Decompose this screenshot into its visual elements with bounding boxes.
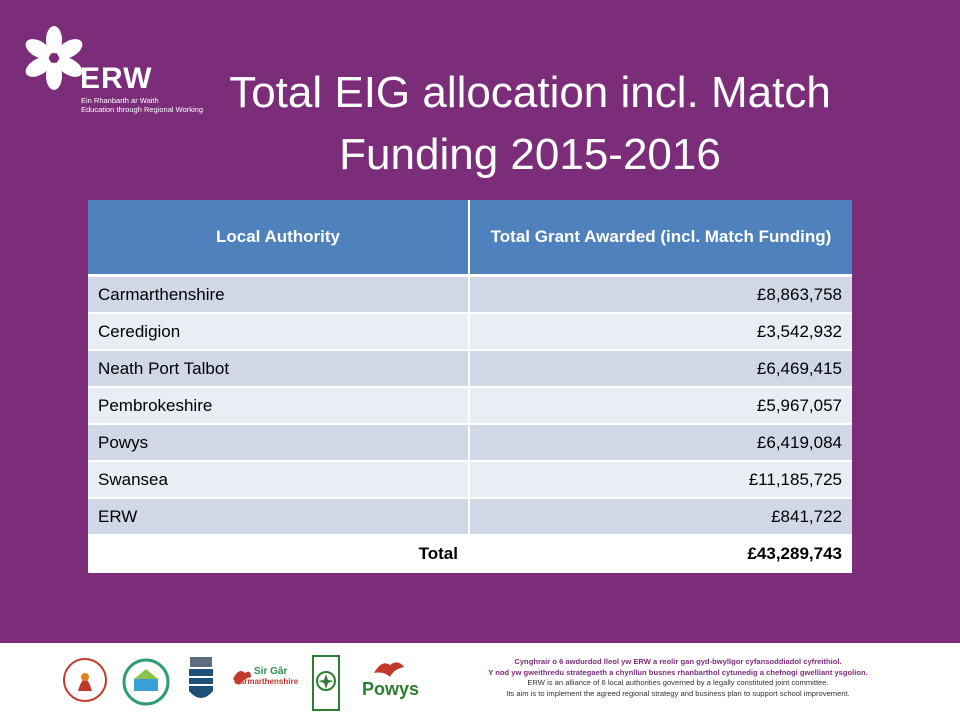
authority-cell: Swansea — [88, 461, 470, 499]
table-row: Neath Port Talbot £6,469,415 — [88, 350, 852, 388]
authority-cell: Powys — [88, 424, 470, 462]
erw-logo: ERW Ein Rhanbarth ar Waith Education thr… — [22, 24, 203, 119]
amount-cell: £8,863,758 — [469, 275, 852, 314]
pembrokeshire-crest-icon — [189, 657, 213, 698]
column-header-authority: Local Authority — [88, 200, 470, 277]
powys-dragon-icon — [374, 662, 404, 677]
amount-cell: £11,185,725 — [469, 461, 852, 499]
neath-port-talbot-crest-icon — [122, 658, 170, 706]
page-title: Total EIG allocation incl. Match Funding… — [229, 68, 831, 179]
amount-cell: £6,419,084 — [469, 424, 852, 462]
logo-brand: ERW — [80, 62, 153, 95]
authority-cell: Neath Port Talbot — [88, 350, 470, 388]
ceredigion-crest-icon — [312, 655, 340, 711]
carmarthenshire-label: Carmarthenshire — [234, 677, 299, 686]
footer-text-en-1: ERW is an alliance of 6 local authoritie… — [527, 678, 829, 687]
flower-icon — [25, 26, 83, 90]
amount-cell: £841,722 — [469, 498, 852, 536]
swansea-crest-icon — [63, 658, 107, 702]
carmarthenshire-dragon-icon — [233, 671, 251, 685]
amount-cell: £5,967,057 — [469, 387, 852, 425]
table-row: Swansea £11,185,725 — [88, 461, 852, 499]
footer-statement: Cynghrair o 6 awdurdod lleol yw ERW a re… — [472, 657, 884, 699]
total-row: Total £43,289,743 — [88, 535, 852, 573]
table-row: Carmarthenshire £8,863,758 — [88, 275, 852, 314]
allocation-table: Local Authority Total Grant Awarded (inc… — [88, 200, 852, 573]
table-row: Pembrokeshire £5,967,057 — [88, 387, 852, 425]
authority-cell: Pembrokeshire — [88, 387, 470, 425]
sir-gar-label: Sir Gâr — [254, 666, 288, 677]
total-label: Total — [88, 535, 470, 573]
footer-text-cy-2: Y nod yw gweithredu strategaeth a chynll… — [488, 667, 868, 677]
table-row: ERW £841,722 — [88, 498, 852, 536]
amount-cell: £6,469,415 — [469, 350, 852, 388]
authority-cell: Carmarthenshire — [88, 275, 470, 314]
authority-cell: Ceredigion — [88, 313, 470, 351]
amount-cell: £3,542,932 — [469, 313, 852, 351]
table-header-row: Local Authority Total Grant Awarded (inc… — [88, 200, 852, 277]
footer-text-en-2: Its aim is to implement the agreed regio… — [506, 688, 850, 698]
logo-subtitle-en: Education through Regional Working — [81, 105, 204, 114]
column-header-amount: Total Grant Awarded (incl. Match Funding… — [469, 200, 852, 277]
table-row: Ceredigion £3,542,932 — [88, 313, 852, 351]
carmarthenshire-logo-text: Sir Gâr Carmarthenshire — [234, 666, 298, 687]
powys-logo-text: Powys — [362, 679, 420, 699]
table-row: Powys £6,419,084 — [88, 424, 852, 462]
footer: Sir Gâr Carmarthenshire Powys Cynghrair … — [0, 643, 960, 720]
logo-subtitle-cy: Ein Rhanbarth ar Waith — [81, 96, 159, 105]
footer-text-cy-1: Cynghrair o 6 awdurdod lleol yw ERW a re… — [514, 657, 842, 666]
authority-cell: ERW — [88, 498, 470, 536]
total-amount: £43,289,743 — [469, 535, 852, 573]
